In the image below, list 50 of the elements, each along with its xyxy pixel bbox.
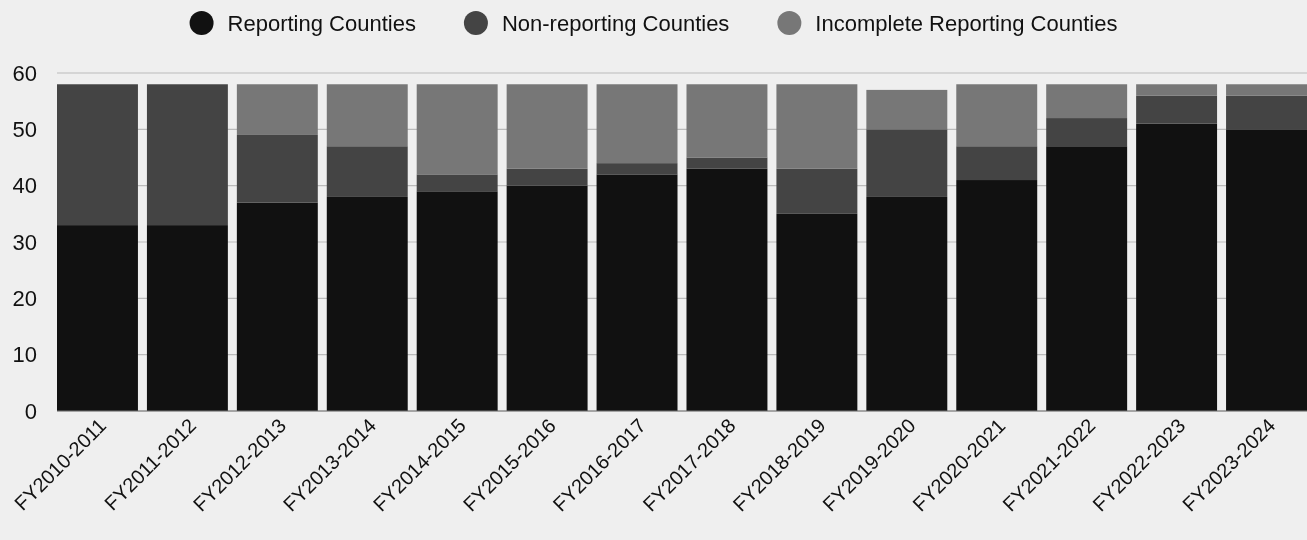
bar — [506, 185, 588, 411]
y-tick-label: 0 — [24, 398, 37, 424]
bar — [146, 84, 228, 226]
bar — [506, 84, 588, 169]
bar — [416, 84, 498, 175]
bar — [416, 191, 498, 411]
bar — [236, 84, 318, 135]
y-tick-label: 20 — [12, 286, 37, 312]
bar — [956, 180, 1038, 411]
y-tick-label: 40 — [12, 173, 37, 199]
bar — [236, 134, 318, 203]
bar — [686, 84, 768, 158]
bar — [866, 89, 948, 130]
bar — [326, 84, 408, 147]
bar — [326, 146, 408, 197]
bar — [596, 84, 678, 164]
bar — [866, 129, 948, 197]
y-tick-label: 30 — [12, 229, 37, 255]
bar — [596, 174, 678, 411]
bar — [326, 196, 408, 411]
bar — [686, 157, 768, 169]
bar — [956, 146, 1038, 181]
bar — [506, 168, 588, 186]
bar — [1136, 123, 1218, 411]
bar — [1046, 146, 1128, 411]
bar — [1136, 84, 1218, 96]
bar — [1226, 84, 1307, 96]
legend-label: Incomplete Reporting Counties — [815, 10, 1118, 36]
bar — [776, 84, 858, 169]
y-tick-label: 60 — [12, 60, 37, 86]
bar — [236, 202, 318, 411]
bar — [1046, 84, 1128, 119]
bar — [1046, 118, 1128, 147]
bar — [416, 174, 498, 192]
bar — [1226, 95, 1307, 130]
bar — [596, 163, 678, 175]
y-tick-label: 10 — [12, 342, 37, 368]
bar — [57, 84, 138, 226]
bar — [146, 225, 228, 411]
bar — [866, 196, 948, 411]
legend-label: Non-reporting Counties — [501, 10, 730, 36]
bar — [1226, 129, 1307, 411]
bar — [57, 225, 138, 411]
bar — [956, 84, 1038, 147]
bar — [776, 168, 858, 214]
bar — [686, 168, 768, 411]
legend-label: Reporting Counties — [227, 10, 416, 36]
bar — [776, 213, 858, 411]
bar — [1136, 95, 1218, 124]
y-tick-label: 50 — [12, 117, 37, 143]
